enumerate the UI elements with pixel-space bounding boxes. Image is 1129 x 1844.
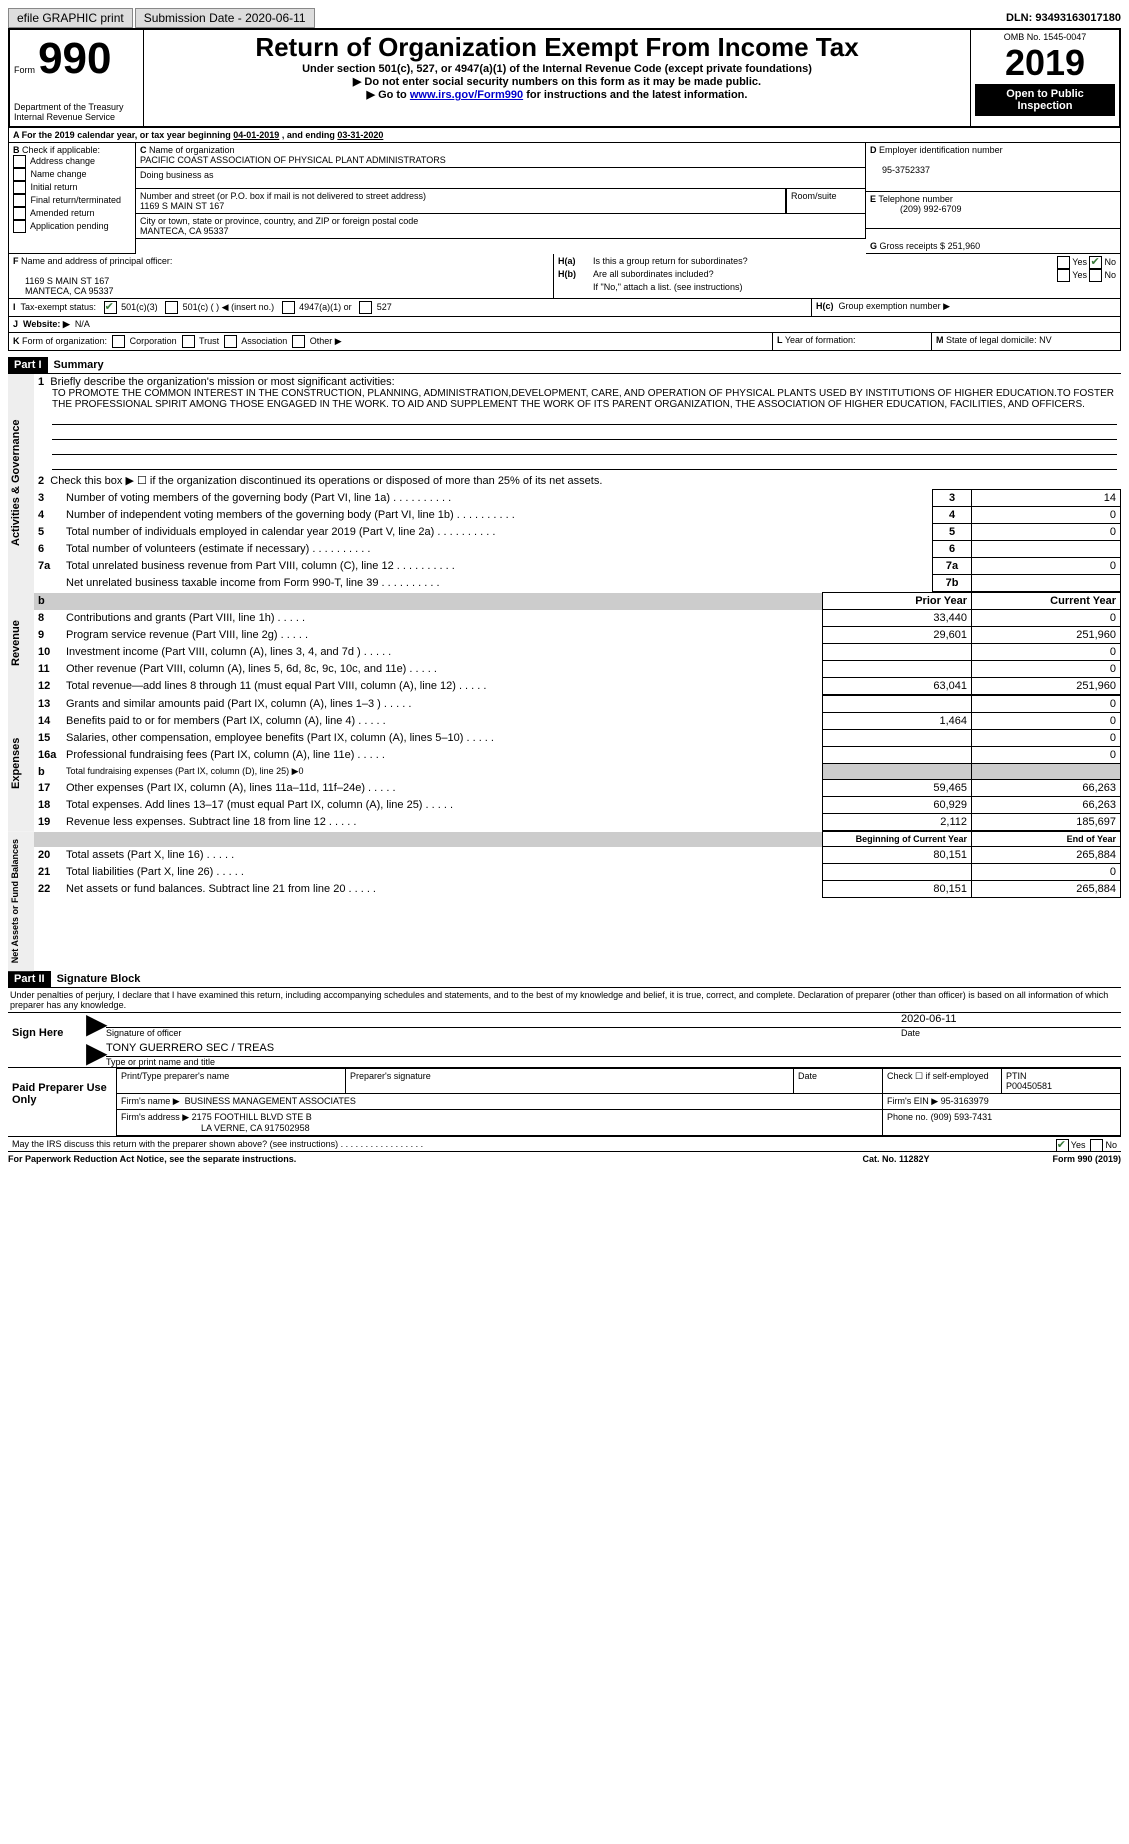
efile-print-button[interactable]: efile GRAPHIC print bbox=[8, 8, 133, 28]
perjury-text: Under penalties of perjury, I declare th… bbox=[8, 988, 1121, 1012]
top-bar: efile GRAPHIC print Submission Date - 20… bbox=[8, 8, 1121, 28]
sign-date: 2020-06-11 bbox=[901, 1013, 1121, 1028]
sign-here-label: Sign Here bbox=[8, 1013, 86, 1067]
section-b: B Check if applicable: Address change Na… bbox=[8, 143, 136, 254]
netassets-table: Beginning of Current Year End of Year 20… bbox=[34, 831, 1121, 898]
dln-label: DLN: 93493163017180 bbox=[1006, 12, 1121, 24]
room-suite: Room/suite bbox=[786, 189, 866, 214]
city-state-zip: MANTECA, CA 95337 bbox=[140, 226, 229, 236]
mission-text: TO PROMOTE THE COMMON INTEREST IN THE CO… bbox=[52, 388, 1117, 410]
section-label-expenses: Expenses bbox=[8, 695, 34, 831]
gross-receipts: 251,960 bbox=[948, 241, 981, 251]
phone: (209) 992-6709 bbox=[900, 204, 962, 214]
title-block: Form 990 Department of the Treasury Inte… bbox=[8, 28, 1121, 128]
paperwork-notice: For Paperwork Reduction Act Notice, see … bbox=[8, 1154, 821, 1164]
officer-name-label: Type or print name and title bbox=[106, 1057, 1121, 1067]
section-h: H(a) Is this a group return for subordin… bbox=[554, 254, 1121, 299]
dba: Doing business as bbox=[136, 168, 866, 189]
section-i: I Tax-exempt status: 501(c)(3) 501(c) ( … bbox=[8, 299, 812, 317]
paid-preparer-label: Paid Preparer Use Only bbox=[8, 1068, 116, 1136]
irs-link[interactable]: www.irs.gov/Form990 bbox=[410, 89, 523, 101]
section-label-governance: Activities & Governance bbox=[8, 374, 34, 592]
part1-title: Summary bbox=[48, 357, 110, 373]
main-title: Return of Organization Exempt From Incom… bbox=[148, 32, 966, 63]
sig-officer-label: Signature of officer bbox=[106, 1028, 901, 1038]
line-a: A For the 2019 calendar year, or tax yea… bbox=[8, 128, 1121, 143]
section-m: M State of legal domicile: NV bbox=[932, 333, 1121, 351]
preparer-table: Print/Type preparer's name Preparer's si… bbox=[116, 1068, 1121, 1136]
section-f: F Name and address of principal officer:… bbox=[8, 254, 554, 299]
section-label-revenue: Revenue bbox=[8, 592, 34, 695]
section-label-netassets: Net Assets or Fund Balances bbox=[8, 831, 34, 971]
ein: 95-3752337 bbox=[882, 165, 930, 175]
dept-label: Department of the Treasury Internal Reve… bbox=[14, 102, 139, 122]
open-inspection: Open to Public Inspection bbox=[975, 84, 1115, 116]
governance-table: 3 Number of voting members of the govern… bbox=[34, 489, 1121, 592]
line-2: Check this box ▶ ☐ if the organization d… bbox=[50, 475, 602, 487]
revenue-table: b Prior Year Current Year 8 Contribution… bbox=[34, 592, 1121, 695]
form-number: 990 bbox=[38, 34, 111, 83]
form-label: Form bbox=[14, 65, 35, 75]
submission-date-button[interactable]: Submission Date - 2020-06-11 bbox=[135, 8, 315, 28]
tax-year: 2019 bbox=[975, 42, 1115, 84]
subtitle-1: Under section 501(c), 527, or 4947(a)(1)… bbox=[148, 63, 966, 75]
irs-discuss: May the IRS discuss this return with the… bbox=[8, 1136, 1121, 1152]
form-ref: Form 990 (2019) bbox=[971, 1154, 1121, 1164]
subtitle-2: ▶ Do not enter social security numbers o… bbox=[148, 75, 966, 88]
expenses-table: 13 Grants and similar amounts paid (Part… bbox=[34, 695, 1121, 831]
mission-label: Briefly describe the organization's miss… bbox=[50, 376, 394, 388]
part2-title: Signature Block bbox=[51, 971, 147, 987]
officer-name: TONY GUERRERO SEC / TREAS bbox=[106, 1042, 1121, 1057]
street-address: 1169 S MAIN ST 167 bbox=[140, 201, 224, 211]
omb-label: OMB No. 1545-0047 bbox=[975, 32, 1115, 42]
part1-header: Part I bbox=[8, 357, 48, 373]
part2-header: Part II bbox=[8, 971, 51, 987]
cat-no: Cat. No. 11282Y bbox=[821, 1154, 971, 1164]
section-j: J Website: ▶ N/A bbox=[8, 317, 1121, 333]
sign-date-label: Date bbox=[901, 1028, 1121, 1038]
section-hc: H(c) Group exemption number ▶ bbox=[812, 299, 1121, 317]
section-l: L Year of formation: bbox=[773, 333, 932, 351]
org-name: PACIFIC COAST ASSOCIATION OF PHYSICAL PL… bbox=[140, 155, 446, 165]
subtitle-3: ▶ Go to www.irs.gov/Form990 for instruct… bbox=[148, 88, 966, 101]
section-k: K Form of organization: Corporation Trus… bbox=[8, 333, 773, 351]
